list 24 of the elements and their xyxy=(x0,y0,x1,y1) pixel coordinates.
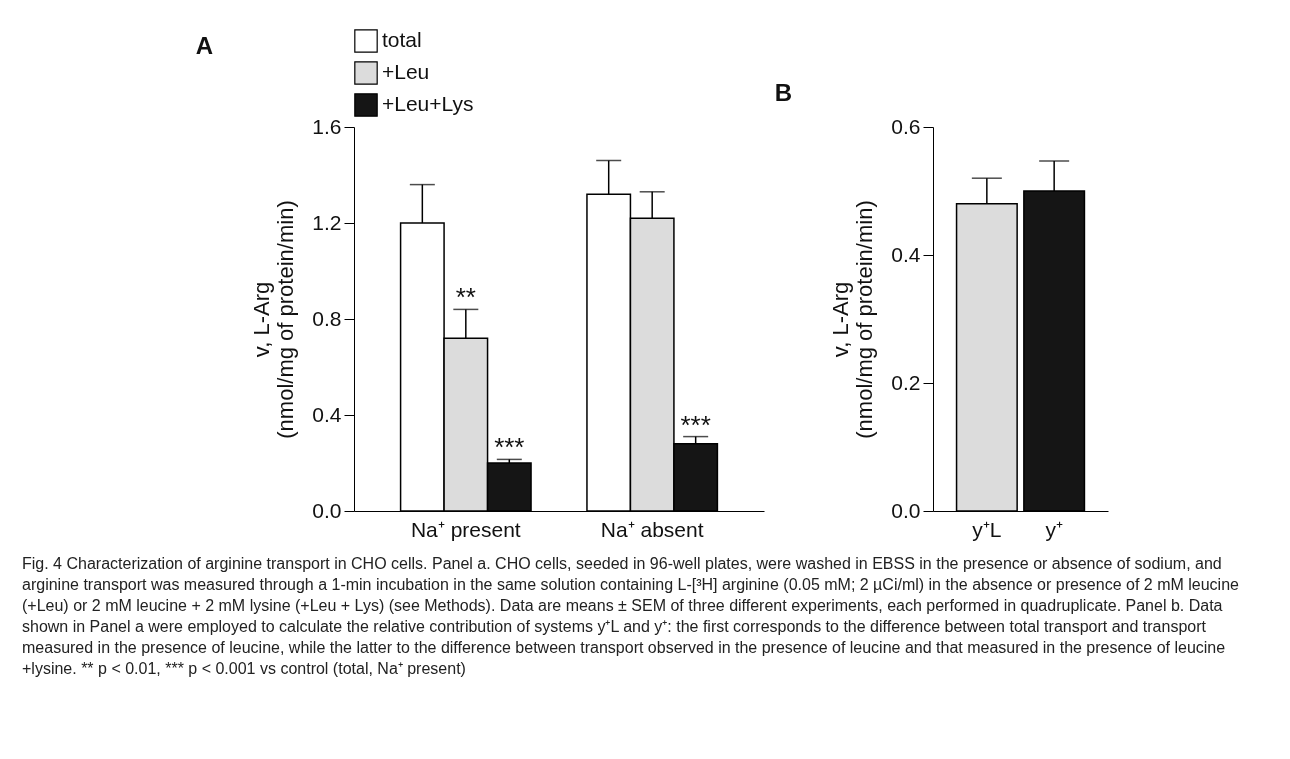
y-tick-label: 0.4 xyxy=(891,242,921,266)
caption: Fig. 4 Characterization of arginine transport in CHO cells. Panel a. CHO cells, seeded in 96-well plates, were washed in EBSS in the presence or absence of sodium, and arginine transport was measured through a 1-min incubation in the same solution containing L-[³H] arginine (0.05 mM; 2 µCi/ml) in the absence or presence of 2 mM leucine (+Leu) or 2 mM leucine + 2 mM lysine (+Leu + Lys) (see Methods). Data are means ± SEM of three different experiments, each performed in quadruplicate. Panel b. Data shown in Panel a were employed to calculate the relative contribution of systems y⁺L and y⁺: the first corresponds to the difference between total transport and transport measured in the presence of leucine, while the latter to the difference between transport observed in the presence of leucine and that measured in the presence of leucine +lysine. ** p < 0.01, *** p < 0.001 vs control (total, Na⁺ present) xyxy=(22,554,1240,679)
data-label: ** xyxy=(455,282,476,313)
x-tick-label: Na⁺ absent xyxy=(600,517,704,541)
x-tick-label: Na⁺ present xyxy=(410,517,521,541)
data-label: *** xyxy=(494,432,525,463)
y-tick-label: 0.8 xyxy=(312,306,342,330)
y-tick-label: 1.2 xyxy=(312,210,342,234)
y-tick-label: 0.6 xyxy=(891,114,921,138)
chart-title: A xyxy=(195,32,214,59)
legend-label: +Leu+Lys xyxy=(382,92,474,115)
x-tick-label: y⁺L xyxy=(972,517,1002,541)
y-tick-label: 0.2 xyxy=(891,370,921,394)
legend-label: total xyxy=(382,28,422,51)
y-axis-title: v, L-Arg (nmol/mg of protein/min) xyxy=(828,200,878,439)
y-axis-title: v, L-Arg (nmol/mg of protein/min) xyxy=(249,200,299,439)
x-tick-label: y⁺ xyxy=(1045,517,1063,541)
y-tick-label: 0.4 xyxy=(312,402,342,426)
y-tick-label: 1.6 xyxy=(312,114,342,138)
data-label: *** xyxy=(680,409,711,440)
legend-label: +Leu xyxy=(382,60,430,83)
y-tick-label: 0.0 xyxy=(312,498,342,522)
y-tick-label: 0.0 xyxy=(891,498,921,522)
chart-title: B xyxy=(774,79,793,106)
